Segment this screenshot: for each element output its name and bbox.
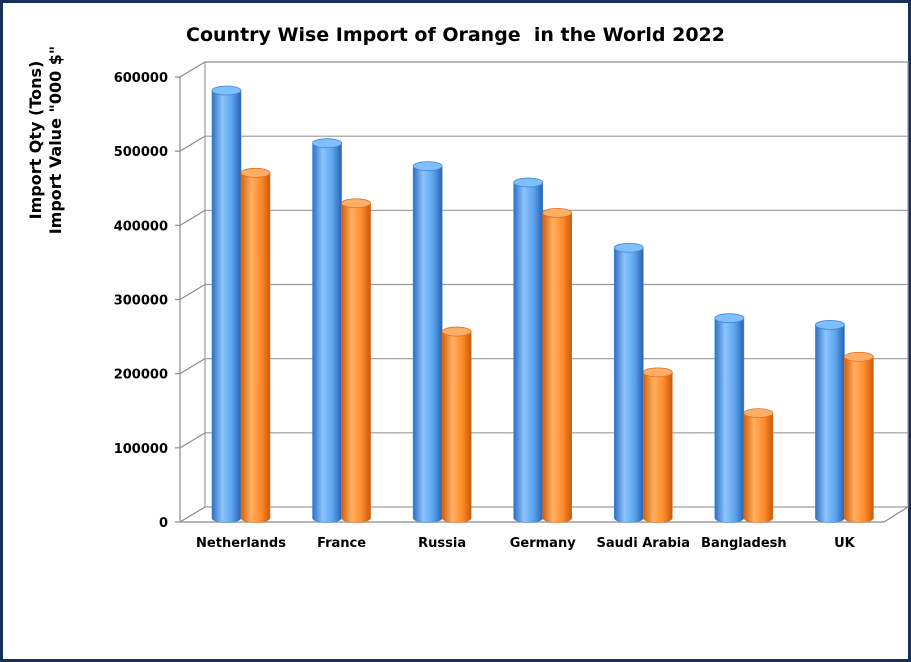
- bar-netherlands-series-1: [211, 85, 242, 523]
- bar-saudi-arabia-series-1: [613, 242, 644, 523]
- y-tick-label: 200000: [114, 368, 168, 383]
- y-tick-label: 100000: [114, 442, 168, 457]
- grid-diagonal: [179, 506, 206, 523]
- bar-france-series-1: [312, 138, 342, 523]
- y-tick-label: 0: [159, 516, 168, 531]
- bar-bangladesh-series-1: [714, 313, 745, 523]
- y-tick-label: 300000: [114, 294, 168, 309]
- bar-saudi-arabia-series-2: [642, 367, 673, 523]
- x-tick-label: Netherlands: [196, 536, 286, 551]
- grid-diagonal: [179, 135, 206, 152]
- grid-diagonal: [179, 61, 206, 78]
- x-tick-labels: Netherlands France Russia Germany Saudi Arab…: [196, 536, 856, 551]
- x-tick-label: Germany: [510, 536, 576, 551]
- bar-france-series-2: [341, 198, 371, 523]
- bar-netherlands-series-2: [240, 167, 271, 523]
- floor-edge: [883, 506, 909, 523]
- bar-russia-series-1: [412, 161, 443, 523]
- grid-diagonal: [179, 432, 206, 449]
- bar-uk-series-2: [844, 351, 874, 523]
- bars: [211, 85, 874, 523]
- bar-bangladesh-series-2: [743, 408, 774, 523]
- x-tick-label: Russia: [418, 536, 466, 551]
- x-tick-label: France: [317, 536, 366, 551]
- x-tick-label: Bangladesh: [701, 536, 787, 551]
- x-tick-label: Saudi Arabia: [597, 536, 690, 551]
- bar-germany-series-2: [542, 207, 573, 523]
- y-tick-label: 400000: [114, 219, 168, 234]
- y-tick-labels: 0 100000 200000 300000 400000 500000 600000: [114, 71, 168, 531]
- grid-diagonal: [179, 209, 206, 226]
- grid-diagonal: [179, 283, 206, 301]
- chart-title: Country Wise Import of Orange in the Wor…: [186, 24, 725, 46]
- y-tick-label: 600000: [114, 71, 168, 86]
- bar-uk-series-1: [815, 319, 845, 523]
- bar-russia-series-2: [441, 326, 472, 523]
- x-tick-label: UK: [834, 536, 856, 551]
- y-tick-label: 500000: [114, 145, 168, 160]
- bar-germany-series-1: [513, 177, 544, 523]
- grid-diagonal: [179, 358, 206, 375]
